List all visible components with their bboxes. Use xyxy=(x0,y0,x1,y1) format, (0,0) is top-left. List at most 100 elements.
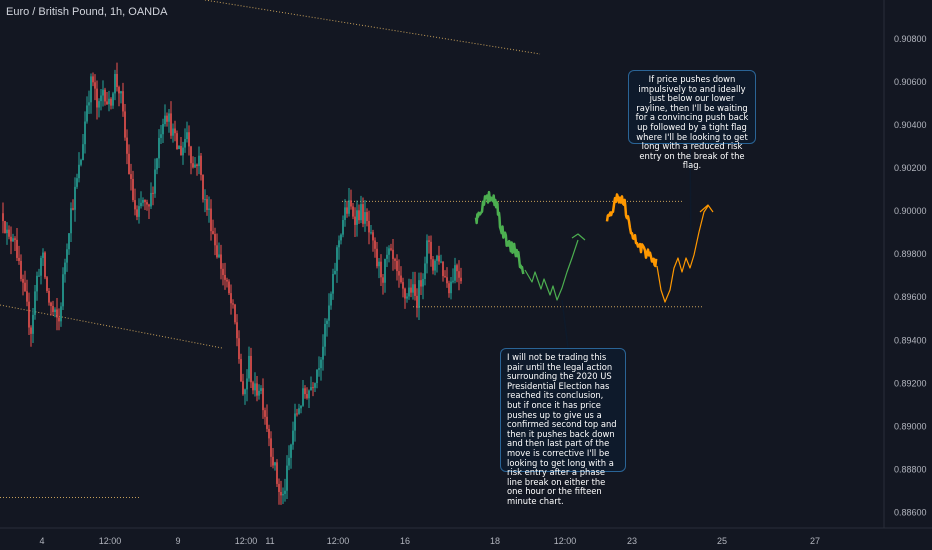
candle-body xyxy=(442,261,444,277)
candle-body xyxy=(276,462,278,484)
candle-body xyxy=(184,139,186,148)
candle-body xyxy=(326,320,328,324)
y-tick-label: 0.89400 xyxy=(894,335,927,345)
candle-body xyxy=(450,281,452,294)
candle-body xyxy=(122,91,124,112)
candle-body xyxy=(376,248,378,267)
candle-body xyxy=(154,169,156,194)
candle-body xyxy=(144,199,146,203)
candle-body xyxy=(114,73,116,94)
candle-body xyxy=(76,178,78,187)
candle-body xyxy=(66,249,68,263)
candle-body xyxy=(350,200,352,207)
candle-body xyxy=(42,252,44,258)
candle-body xyxy=(240,359,242,382)
candle-body xyxy=(258,390,260,396)
candle-body xyxy=(332,274,334,294)
candle-body xyxy=(130,174,132,179)
candle-body xyxy=(82,144,84,160)
candle-body xyxy=(246,378,248,390)
candle-body xyxy=(56,309,58,318)
candle-body xyxy=(214,233,216,246)
candle-body xyxy=(196,164,198,167)
candle-body xyxy=(28,301,30,328)
trendline-upper xyxy=(204,0,541,55)
candle-body xyxy=(86,105,88,122)
candle-body xyxy=(280,491,282,496)
candle-body xyxy=(210,208,212,232)
candle-body xyxy=(294,413,296,431)
candle-body xyxy=(100,95,102,102)
candle-body xyxy=(434,260,436,271)
candle-body xyxy=(24,282,26,292)
x-tick-label: 12:00 xyxy=(327,536,350,546)
candle-body xyxy=(278,483,280,492)
candle-body xyxy=(188,132,190,147)
candle-body xyxy=(392,249,394,259)
candle-body xyxy=(268,428,270,439)
candle-body xyxy=(352,206,354,217)
candle-body xyxy=(134,200,136,210)
candle-body xyxy=(460,277,462,282)
candle-body xyxy=(402,282,404,289)
candle-body xyxy=(14,238,16,240)
y-tick-label: 0.90600 xyxy=(894,77,927,87)
candle-body xyxy=(346,207,348,214)
orange-arrowhead xyxy=(699,204,714,213)
y-tick-label: 0.90800 xyxy=(894,34,927,44)
candle-body xyxy=(262,388,264,411)
candle-body xyxy=(430,241,432,260)
candle-body xyxy=(48,290,50,303)
candle-body xyxy=(358,210,360,221)
candle-body xyxy=(96,88,98,108)
candle-body xyxy=(112,93,114,106)
green-projection-path xyxy=(474,190,525,275)
candle-body xyxy=(414,284,416,296)
candle-body xyxy=(324,323,326,347)
candle-body xyxy=(44,252,46,278)
candle-body xyxy=(366,212,368,222)
candle-body xyxy=(200,155,202,175)
candle-body xyxy=(286,465,288,491)
candle-body xyxy=(422,278,424,287)
candle-body xyxy=(94,82,96,89)
y-tick-label: 0.89600 xyxy=(894,292,927,302)
candle-body xyxy=(150,192,152,207)
candle-body xyxy=(60,306,62,322)
candle-body xyxy=(166,115,168,122)
candle-body xyxy=(194,164,196,168)
candle-body xyxy=(232,303,234,305)
candle-body xyxy=(126,137,128,154)
candle-body xyxy=(370,232,372,234)
candle-body xyxy=(84,121,86,145)
candle-body xyxy=(426,240,428,264)
candle-body xyxy=(452,280,454,282)
candle-body xyxy=(292,430,294,445)
candle-body xyxy=(178,145,180,150)
candle-body xyxy=(54,309,56,313)
candle-body xyxy=(74,186,76,210)
x-tick-label: 12:00 xyxy=(235,536,258,546)
candle-body xyxy=(104,89,106,102)
x-tick-label: 23 xyxy=(627,536,637,546)
candle-body xyxy=(248,355,250,379)
candle-body xyxy=(172,128,174,136)
candle-body xyxy=(374,240,376,249)
candle-body xyxy=(272,456,274,466)
candle-body xyxy=(168,113,170,122)
candle-body xyxy=(212,231,214,234)
candle-body xyxy=(308,390,310,399)
candle-body xyxy=(270,438,272,457)
candle-body xyxy=(416,295,418,308)
candle-body xyxy=(242,381,244,395)
candle-body xyxy=(68,233,70,250)
candle-body xyxy=(224,274,226,280)
candle-body xyxy=(32,314,34,334)
candle-body xyxy=(118,87,120,94)
candle-body xyxy=(396,260,398,272)
candle-body xyxy=(190,146,192,164)
candle-body xyxy=(244,389,246,395)
y-tick-label: 0.89800 xyxy=(894,249,927,259)
